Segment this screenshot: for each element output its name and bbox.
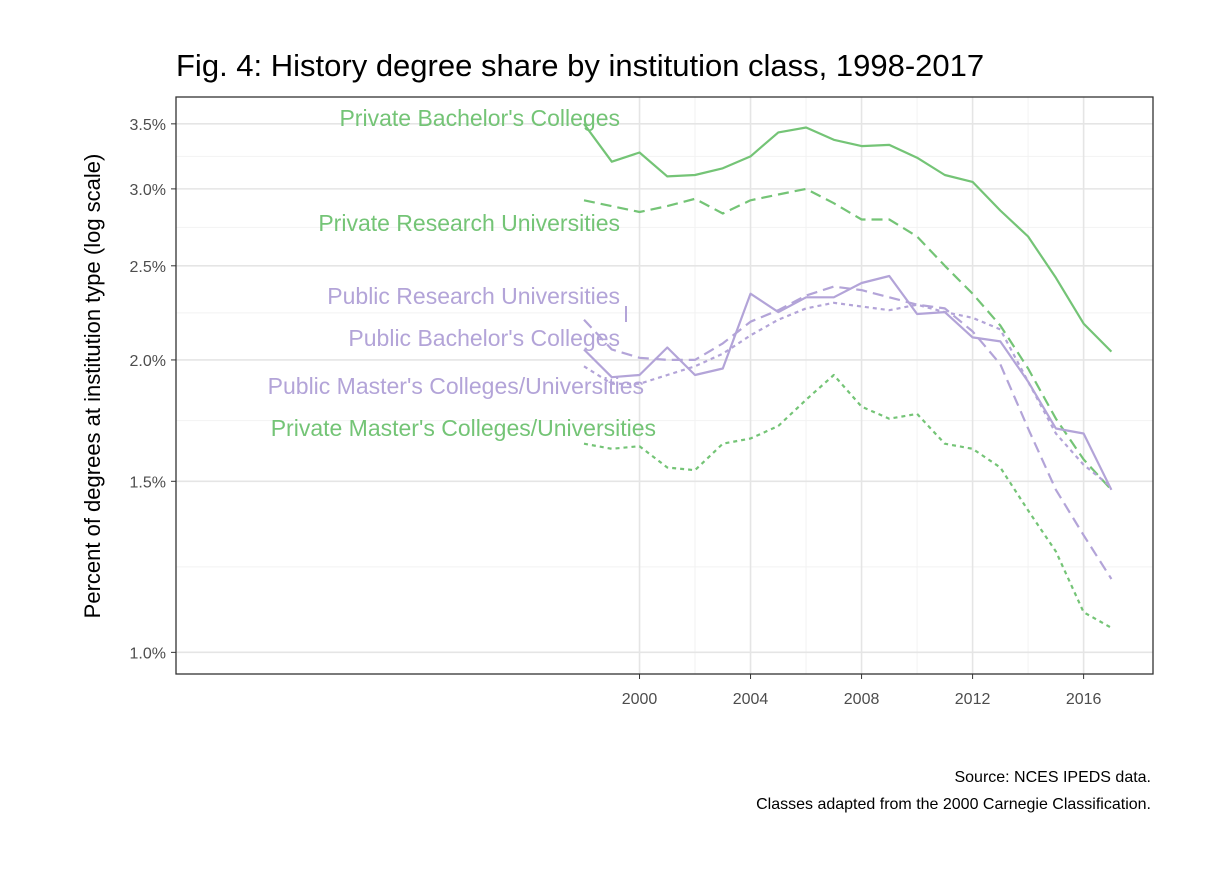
x-tick-label: 2008: [844, 691, 880, 708]
caption-classes: Classes adapted from the 2000 Carnegie C…: [756, 796, 1151, 813]
series-line-public-master-s-colleges-universities: [583, 301, 1113, 488]
series-label-private-bachelor-s-colleges: Private Bachelor's Colleges: [339, 105, 620, 131]
series-label-public-bachelor-s-colleges: Public Bachelor's Colleges: [348, 325, 620, 351]
panel-border: [175, 96, 1154, 675]
y-tick-label: 3.0%: [130, 182, 166, 199]
y-tick-label: 1.5%: [130, 474, 166, 491]
x-tick-label: 2016: [1066, 691, 1102, 708]
y-tick-label: 3.5%: [130, 117, 166, 134]
caption-source: Source: NCES IPEDS data.: [954, 769, 1151, 786]
x-tick-label: 2012: [955, 691, 991, 708]
series-line-private-master-s-colleges-universities: [583, 373, 1112, 629]
y-tick-label: 1.0%: [130, 645, 166, 662]
x-tick-label: 2004: [733, 691, 769, 708]
y-tick-label: 2.5%: [130, 259, 166, 276]
series-line-private-research-universities: [583, 187, 1113, 491]
series-label-private-master-s-colleges-universities: Private Master's Colleges/Universities: [271, 415, 656, 441]
series-line-public-research-universities: [583, 274, 1113, 491]
plot-area: 2000 2004 2008 2012 2016 1.0% 1.5% 2.0% 2.5% 3.0%…: [130, 96, 1154, 708]
series-label-public-research-universities: Public Research Universities: [327, 283, 620, 309]
y-axis-label: Percent of degrees at institution type (…: [80, 154, 105, 619]
x-tick-label: 2000: [622, 691, 658, 708]
series-line-private-bachelor-s-colleges: [583, 123, 1113, 353]
series-line-public-bachelor-s-colleges: [583, 285, 1113, 580]
chart-title: Fig. 4: History degree share by institut…: [176, 48, 984, 83]
series-label-public-master-s-colleges-universities: Public Master's Colleges/Universities: [268, 373, 644, 399]
series-label-private-research-universities: Private Research Universities: [318, 210, 620, 236]
y-tick-label: 2.0%: [130, 353, 166, 370]
